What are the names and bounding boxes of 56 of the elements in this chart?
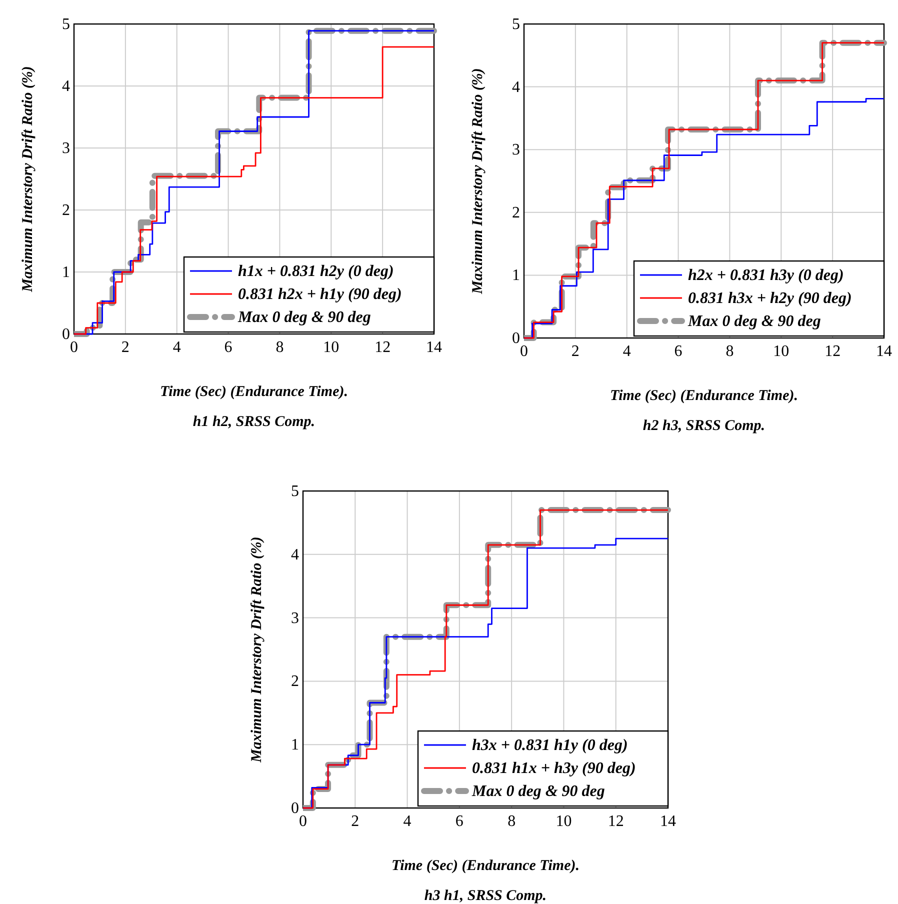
legend-label: h2x + 0.831 h3y (0 deg): [688, 267, 844, 284]
y-tick-label: 2: [291, 673, 299, 690]
y-tick-label: 2: [62, 202, 70, 219]
legend-label: 0.831 h3x + h2y (90 deg): [688, 290, 852, 307]
x-tick-label: 12: [608, 813, 624, 830]
y-tick-label: 2: [512, 204, 520, 222]
x-axis-title: Time (Sec) (Endurance Time).: [610, 388, 798, 404]
x-tick-label: 6: [224, 339, 232, 356]
legend-label: Max 0 deg & 90 deg: [237, 309, 371, 326]
x-tick-label: 6: [455, 813, 464, 830]
y-axis-title: Maximum Interstory Drift Ratio (%): [249, 536, 265, 764]
y-tick-label: 5: [62, 16, 70, 33]
x-tick-label: 4: [172, 339, 181, 356]
x-tick-label: 2: [571, 343, 580, 360]
x-tick-label: 14: [876, 343, 892, 360]
x-tick-label: 2: [351, 813, 360, 830]
x-tick-label: 8: [276, 339, 284, 356]
y-tick-label: 1: [62, 264, 70, 281]
y-tick-label: 1: [512, 267, 520, 284]
y-tick-label: 0: [291, 800, 299, 817]
y-tick-label: 5: [512, 16, 520, 33]
text: h2 h3, SRSS Comp.: [642, 418, 766, 434]
y-tick-label: 4: [512, 78, 520, 96]
text: h3 h1, SRSS Comp.: [424, 888, 547, 904]
x-tick-label: 2: [121, 339, 130, 356]
y-tick-label: 3: [512, 142, 520, 159]
x-tick-label: 12: [824, 343, 841, 360]
x-tick-label: 12: [374, 339, 391, 356]
y-tick-label: 3: [62, 140, 70, 157]
x-tick-label: 14: [660, 813, 676, 830]
x-tick-label: 10: [556, 813, 572, 830]
y-tick-label: 0: [62, 326, 70, 343]
x-tick-label: 14: [426, 339, 442, 356]
x-tick-label: 8: [508, 813, 516, 830]
y-axis-title: Maximum Interstory Drift Ratio (%): [20, 66, 36, 293]
y-tick-label: 4: [62, 78, 70, 95]
legend-label: Max 0 deg & 90 deg: [687, 313, 821, 330]
x-tick-label: 6: [674, 343, 682, 360]
legend-label: h3x + 0.831 h1y (0 deg): [472, 737, 628, 754]
y-tick-label: 4: [291, 546, 299, 564]
x-tick-label: 10: [773, 343, 790, 360]
text: h1 h2, SRSS Comp.: [192, 414, 316, 430]
x-tick-label: 10: [323, 339, 340, 356]
x-axis-title: Time (Sec) (Endurance Time).: [160, 384, 348, 400]
x-tick-label: 8: [726, 343, 734, 360]
x-tick-label: 4: [622, 343, 631, 360]
y-tick-label: 3: [291, 610, 299, 627]
legend-label: Max 0 deg & 90 deg: [471, 783, 605, 800]
y-tick-label: 5: [291, 483, 299, 500]
legend-label: 0.831 h1x + h3y (90 deg): [472, 760, 636, 777]
legend-label: h1x + 0.831 h2y (0 deg): [238, 263, 394, 280]
x-axis-title: Time (Sec) (Endurance Time).: [391, 858, 580, 874]
legend-label: 0.831 h2x + h1y (90 deg): [238, 286, 402, 303]
y-tick-label: 1: [291, 736, 299, 754]
y-axis-title: Maximum Interstory Drift Ratio (%): [470, 68, 486, 295]
x-tick-label: 4: [403, 813, 412, 830]
